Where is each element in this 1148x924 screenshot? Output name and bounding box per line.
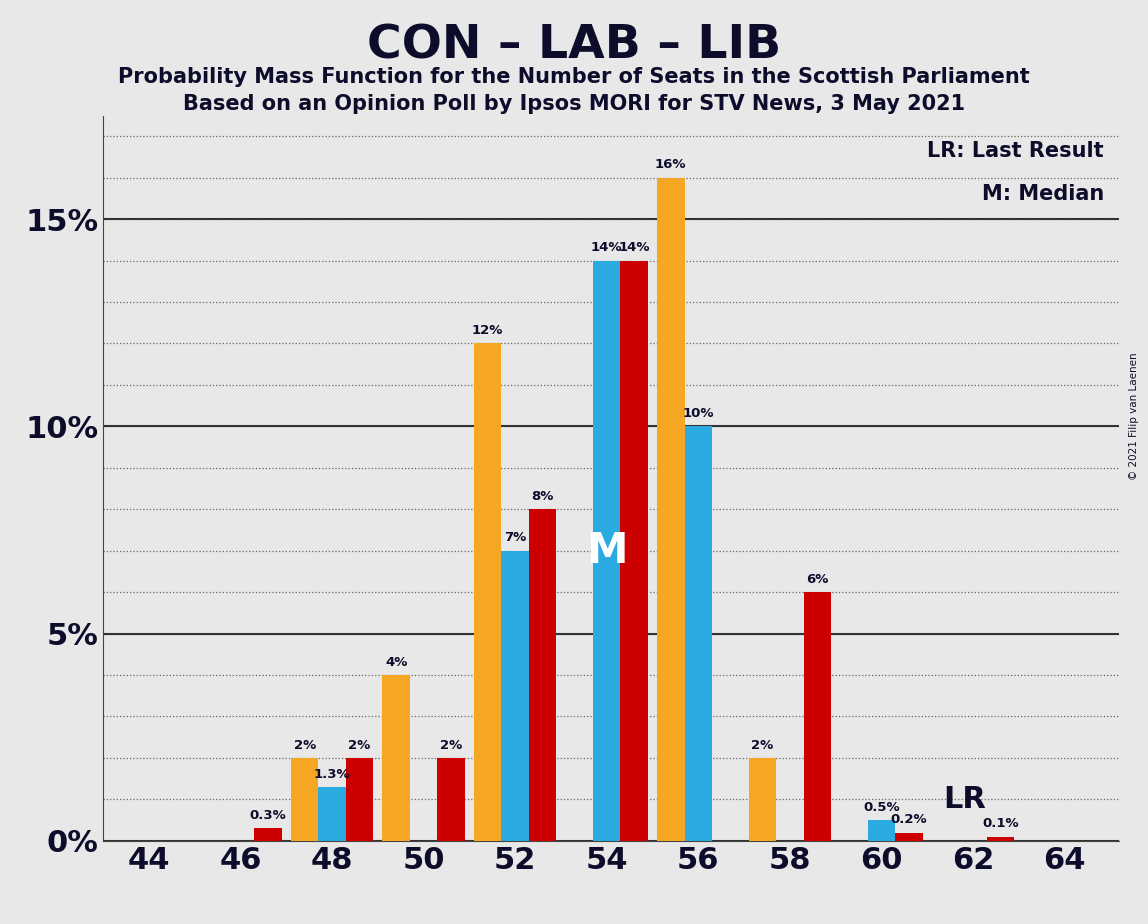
Text: 2%: 2% (349, 738, 371, 752)
Text: 2%: 2% (294, 738, 316, 752)
Bar (382, 675, 410, 841)
Text: LR: Last Result: LR: Last Result (928, 140, 1104, 161)
Bar (437, 758, 465, 841)
Text: CON – LAB – LIB: CON – LAB – LIB (367, 23, 781, 68)
Bar (748, 758, 776, 841)
Text: 0.3%: 0.3% (250, 809, 287, 822)
Bar (529, 509, 557, 841)
Bar (255, 829, 281, 841)
Bar (318, 787, 346, 841)
Bar (804, 592, 831, 841)
Bar (895, 833, 923, 841)
Text: Based on an Opinion Poll by Ipsos MORI for STV News, 3 May 2021: Based on an Opinion Poll by Ipsos MORI f… (183, 94, 965, 115)
Text: Probability Mass Function for the Number of Seats in the Scottish Parliament: Probability Mass Function for the Number… (118, 67, 1030, 87)
Bar (502, 551, 529, 841)
Text: 0.2%: 0.2% (891, 813, 928, 826)
Text: 2%: 2% (440, 738, 463, 752)
Text: 4%: 4% (385, 656, 408, 669)
Text: 0.1%: 0.1% (982, 818, 1018, 831)
Bar (594, 261, 620, 841)
Bar (684, 426, 712, 841)
Text: 2%: 2% (751, 738, 774, 752)
Bar (868, 821, 895, 841)
Text: 16%: 16% (656, 158, 687, 172)
Text: 1.3%: 1.3% (313, 768, 350, 781)
Text: LR: LR (944, 784, 986, 814)
Bar (346, 758, 373, 841)
Text: © 2021 Filip van Laenen: © 2021 Filip van Laenen (1130, 352, 1139, 480)
Bar (290, 758, 318, 841)
Text: 8%: 8% (532, 490, 553, 503)
Text: M: Median: M: Median (982, 185, 1104, 204)
Bar (657, 177, 684, 841)
Text: 12%: 12% (472, 324, 504, 337)
Text: 6%: 6% (806, 573, 829, 586)
Bar (986, 837, 1014, 841)
Bar (474, 344, 502, 841)
Text: 14%: 14% (619, 241, 650, 254)
Text: 10%: 10% (683, 407, 714, 420)
Text: 0.5%: 0.5% (863, 801, 900, 814)
Text: M: M (585, 529, 628, 572)
Text: 7%: 7% (504, 531, 526, 544)
Text: 14%: 14% (591, 241, 622, 254)
Bar (620, 261, 647, 841)
